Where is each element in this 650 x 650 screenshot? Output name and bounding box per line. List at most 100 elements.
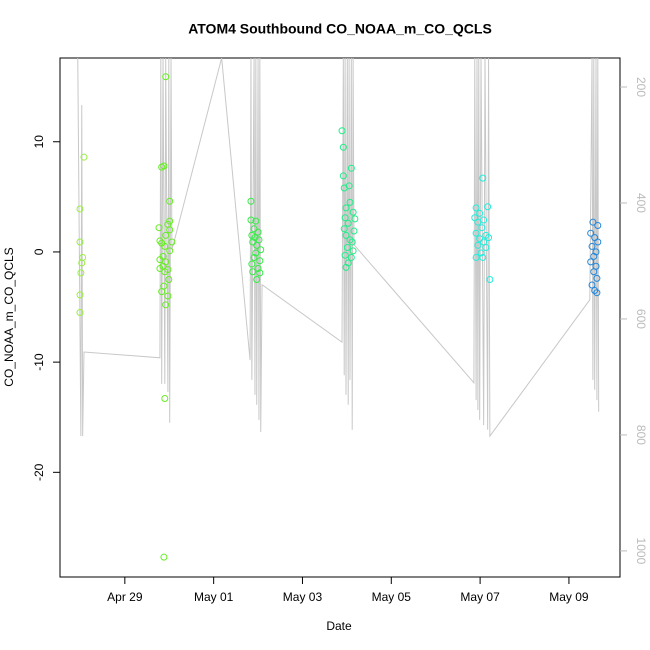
data-point: [77, 269, 85, 277]
x-axis-label: Date: [326, 619, 352, 633]
data-point: [252, 217, 260, 225]
y-tick-label: -20: [32, 463, 46, 481]
data-point: [346, 236, 354, 244]
data-point: [160, 162, 168, 170]
data-point: [342, 231, 350, 239]
data-point: [589, 218, 597, 226]
data-point: [590, 268, 598, 276]
data-point: [474, 241, 482, 249]
data-point: [166, 217, 174, 225]
data-point: [249, 268, 257, 276]
data-point: [472, 253, 480, 261]
data-point: [478, 224, 486, 232]
data-point: [341, 251, 349, 259]
y2-tick-label: 800: [634, 425, 648, 445]
y2-tick-label: 400: [634, 193, 648, 213]
data-point: [486, 275, 494, 283]
data-point: [590, 252, 598, 260]
data-point: [347, 253, 355, 261]
y2-tick-label: 600: [634, 309, 648, 329]
data-point: [340, 225, 348, 233]
data-point: [482, 244, 490, 252]
y-tick-label: 0: [32, 248, 46, 255]
data-point: [161, 268, 169, 276]
data-point: [162, 301, 170, 309]
data-point: [252, 249, 260, 257]
data-point: [254, 228, 262, 236]
data-point: [477, 249, 485, 257]
data-point: [351, 215, 359, 223]
data-point: [341, 214, 349, 222]
data-point: [156, 256, 164, 264]
x-tick-label: Apr 29: [107, 590, 143, 604]
data-point: [256, 257, 264, 265]
data-point: [593, 289, 601, 297]
data-point: [342, 263, 350, 271]
y-tick-label: 10: [32, 135, 46, 149]
data-point: [343, 244, 351, 252]
data-point: [156, 264, 164, 272]
data-point: [593, 274, 601, 282]
chart-title: ATOM4 Southbound CO_NOAA_m_CO_QCLS: [188, 21, 492, 37]
data-point: [340, 184, 348, 192]
plot-frame: [59, 57, 621, 578]
data-point: [485, 234, 493, 242]
data-point: [479, 174, 487, 182]
data-point: [348, 238, 356, 246]
data-point: [480, 216, 488, 224]
data-point: [257, 246, 265, 254]
data-point: [156, 237, 164, 245]
data-point: [339, 143, 347, 151]
data-point: [161, 394, 169, 402]
data-point: [155, 224, 163, 232]
data-point: [342, 204, 350, 212]
data-point: [484, 203, 492, 211]
data-point: [162, 73, 170, 81]
data-point: [349, 247, 357, 255]
data-point: [164, 292, 172, 300]
data-point: [250, 253, 258, 261]
data-point: [253, 275, 261, 283]
data-point: [166, 247, 174, 255]
data-point: [350, 227, 358, 235]
y2-tick-label: 200: [634, 77, 648, 97]
data-point: [591, 287, 599, 295]
y-axis-label: CO_NOAA_m_CO_QCLS: [2, 247, 16, 386]
data-point: [594, 238, 602, 246]
data-point: [338, 127, 346, 135]
data-point: [594, 221, 602, 229]
data-point: [168, 238, 176, 246]
data-point: [166, 226, 174, 234]
data-point: [76, 205, 84, 213]
data-point: [254, 264, 262, 272]
data-point: [76, 291, 84, 299]
data-point: [346, 198, 354, 206]
data-point: [476, 209, 484, 217]
data-point: [166, 197, 174, 205]
data-point: [162, 231, 170, 239]
plot-area: [76, 58, 602, 561]
data-point: [479, 253, 487, 261]
y2-tick-label: 1000: [634, 538, 648, 565]
data-point: [158, 288, 166, 296]
data-point: [339, 172, 347, 180]
x-tick-label: May 01: [194, 590, 234, 604]
data-point: [247, 197, 255, 205]
data-line: [77, 58, 600, 438]
x-tick-label: May 09: [549, 590, 589, 604]
data-point: [80, 153, 88, 161]
data-point: [472, 229, 480, 237]
x-tick-label: May 05: [372, 590, 412, 604]
data-point: [344, 219, 352, 227]
data-point: [160, 553, 168, 561]
data-point: [588, 242, 596, 250]
data-point: [248, 260, 256, 268]
data-point: [76, 309, 84, 317]
x-tick-label: May 07: [460, 590, 500, 604]
data-point: [165, 275, 173, 283]
data-point: [256, 269, 264, 277]
data-point: [78, 259, 86, 267]
data-point: [587, 229, 595, 237]
